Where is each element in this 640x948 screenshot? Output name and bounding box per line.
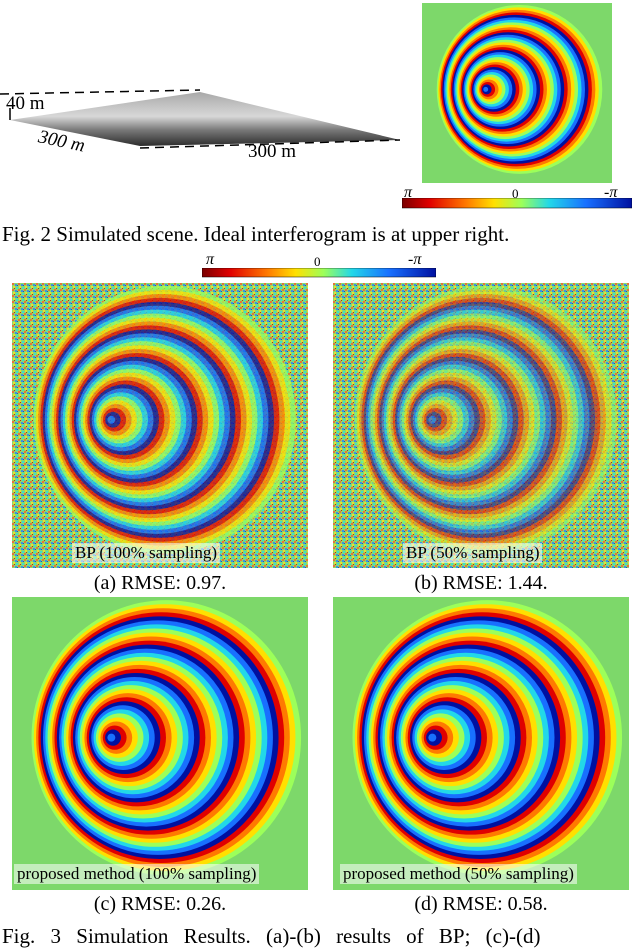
colorbar-top-zero: 0 bbox=[512, 186, 519, 201]
panel-a-label: BP (100% sampling) bbox=[72, 543, 220, 563]
ideal-interferogram bbox=[422, 3, 612, 183]
fringe-ring bbox=[483, 86, 489, 92]
panel-b-label: BP (50% sampling) bbox=[403, 543, 543, 563]
height-dash bbox=[0, 89, 201, 95]
fringe-ring bbox=[107, 733, 116, 742]
scene-label-height: 40 m bbox=[6, 93, 45, 114]
scene-3d-plot bbox=[0, 89, 401, 149]
fig3-caption: Fig. 3 Simulation Results. (a)-(b) resul… bbox=[2, 924, 541, 948]
panel-d-caption: (d) RMSE: 0.58. bbox=[414, 893, 548, 915]
colorbar-middle-pi: π bbox=[206, 251, 215, 268]
scene-label-width-right: 300 m bbox=[248, 141, 297, 162]
terrain-surface bbox=[10, 92, 400, 146]
colorbar-top-pi: π bbox=[404, 184, 413, 201]
panel-c-caption: (c) RMSE: 0.26. bbox=[93, 893, 227, 915]
colorbar-middle-negpi: -π bbox=[408, 251, 422, 268]
fig2-caption: Fig. 2 Simulated scene. Ideal interferog… bbox=[2, 222, 510, 246]
panel-c-label: proposed method (100% sampling) bbox=[14, 864, 260, 884]
fringe-ring bbox=[428, 733, 437, 742]
base-dash bbox=[139, 139, 401, 149]
panel-b-caption: (b) RMSE: 1.44. bbox=[414, 572, 548, 594]
panel-c-interferogram bbox=[12, 597, 308, 890]
colorbar-middle bbox=[202, 268, 436, 278]
colorbar-top-negpi: -π bbox=[604, 184, 618, 201]
colorbar-middle-zero: 0 bbox=[314, 254, 321, 269]
colorbar-top bbox=[402, 198, 632, 209]
panel-b-interferogram bbox=[333, 283, 629, 568]
panel-a-interferogram bbox=[12, 283, 308, 568]
panel-d-interferogram bbox=[333, 597, 629, 890]
panel-d-label: proposed method (50% sampling) bbox=[340, 864, 577, 884]
panel-a-caption: (a) RMSE: 0.97. bbox=[93, 572, 227, 594]
